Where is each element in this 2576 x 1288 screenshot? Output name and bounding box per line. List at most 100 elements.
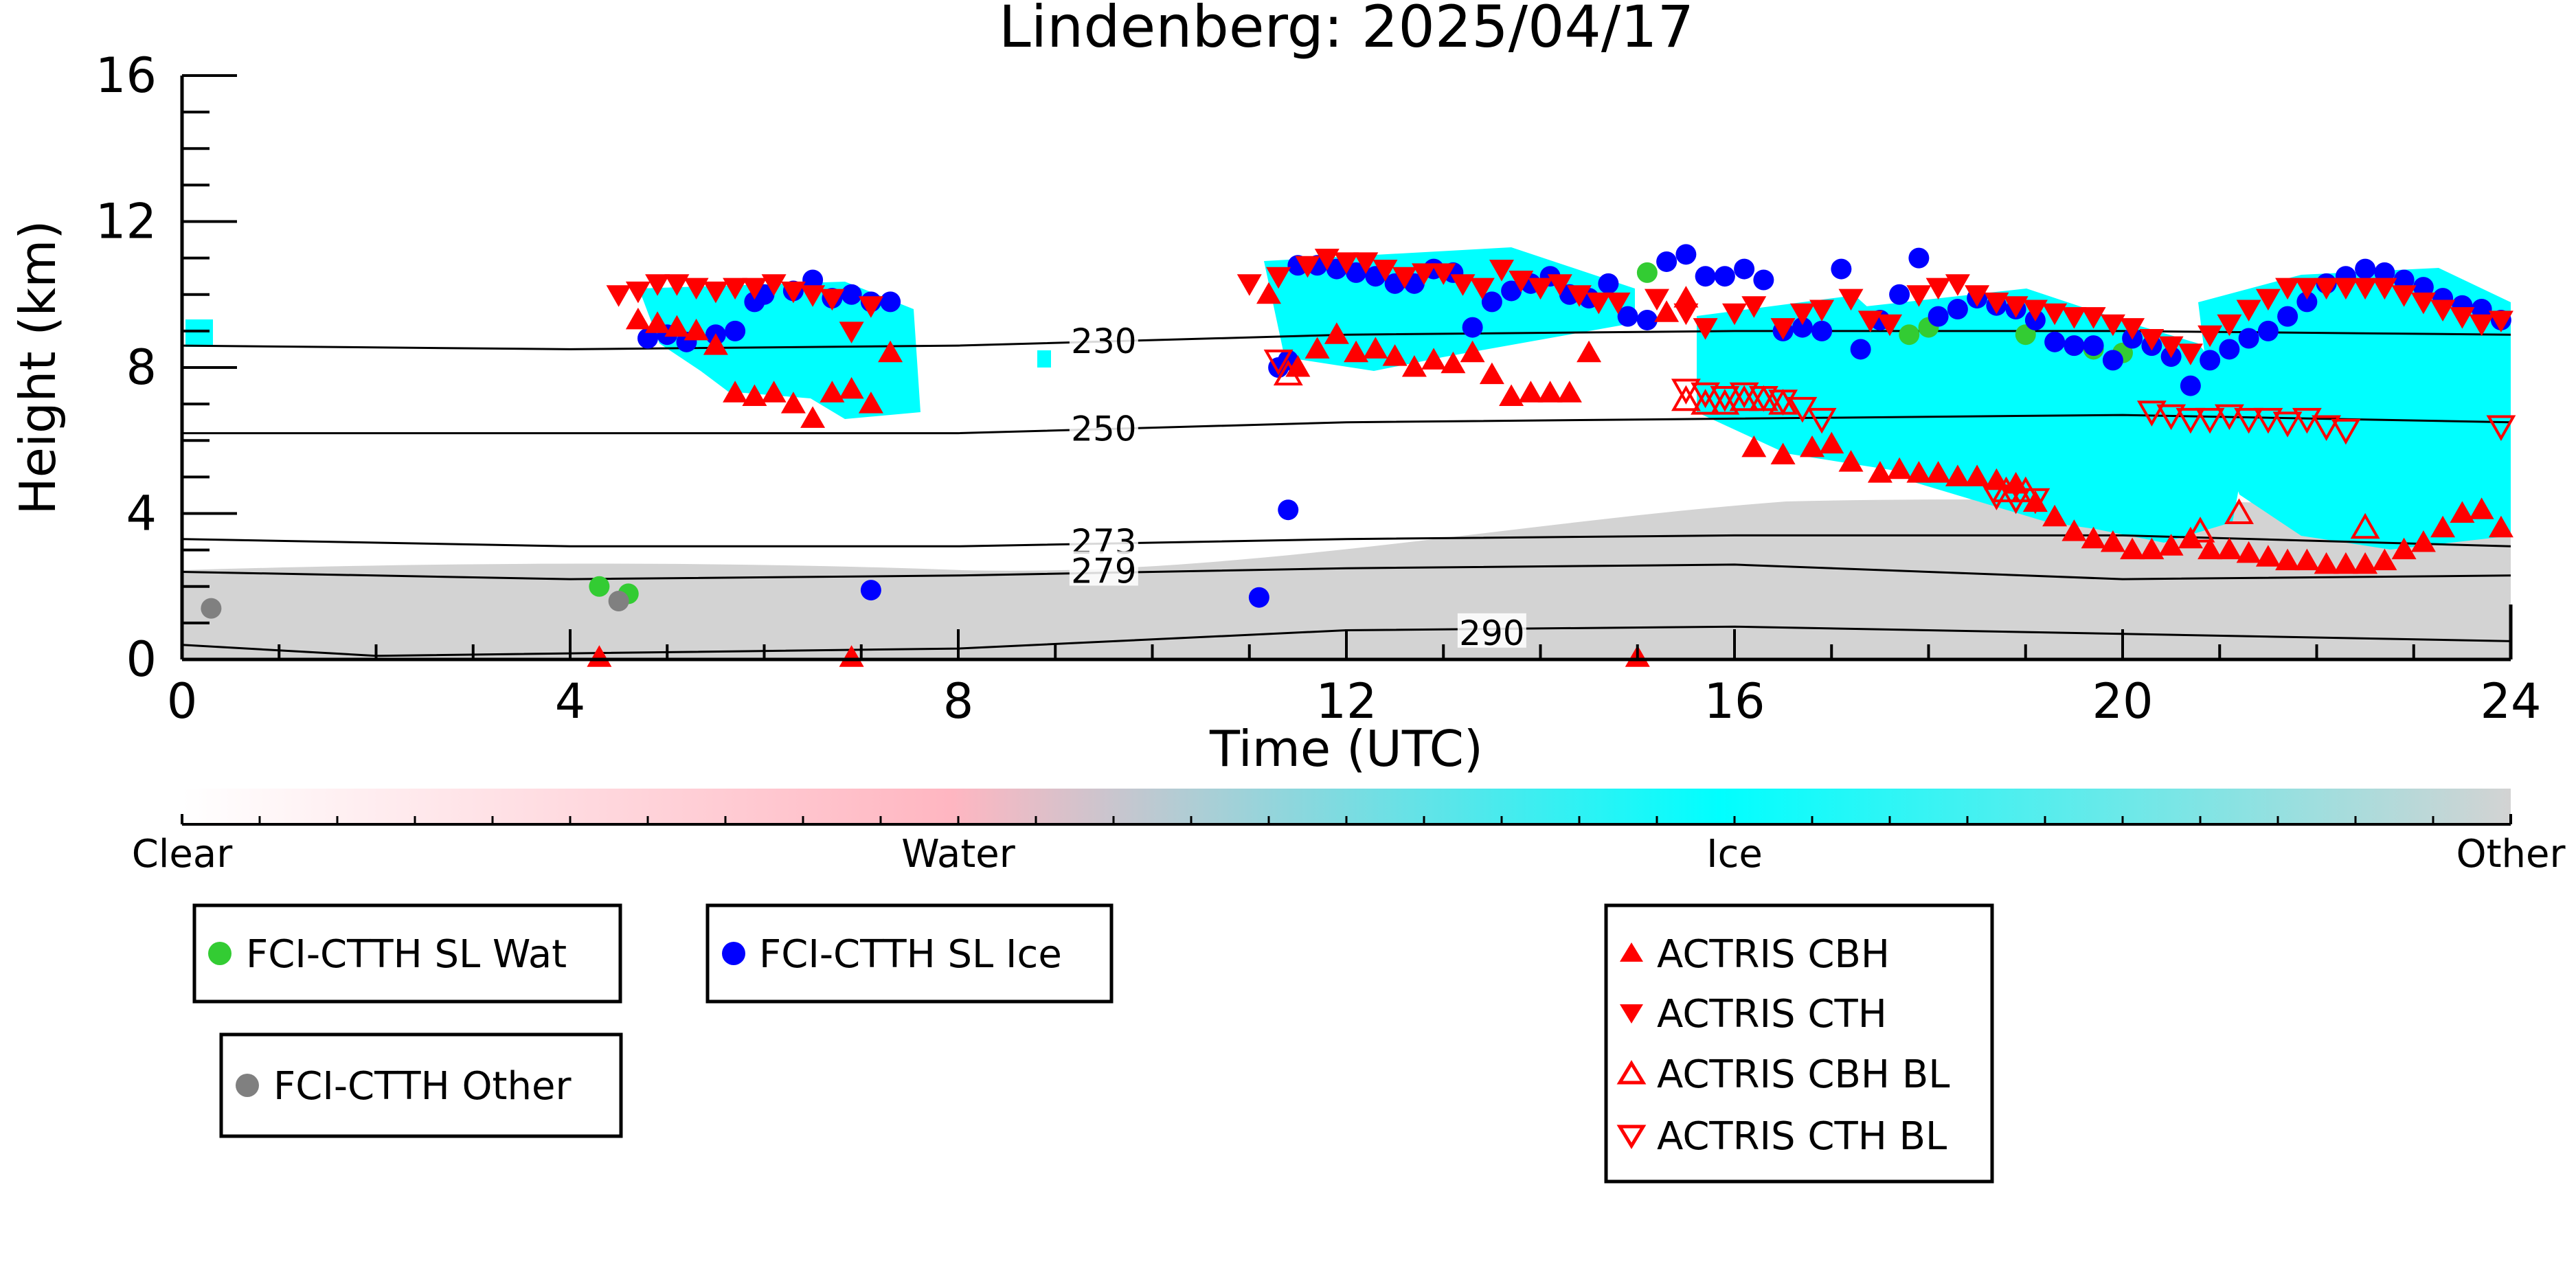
point-actris-cth (2275, 278, 2301, 300)
classification-colorbar: Clear Water Ice Other (132, 789, 2566, 877)
point-actris-cbh (703, 333, 728, 355)
point-fci-ctth-sl-ice (1850, 339, 1871, 360)
point-fci-ctth-sl-ice (1346, 262, 1367, 283)
classification-background (182, 247, 2511, 659)
y-tick-label: 12 (95, 194, 157, 250)
legend-fci-ice: FCI-CTTH SL Ice (705, 903, 1114, 1004)
colorbar-label-ice: Ice (1706, 832, 1763, 877)
point-actris-cth (2022, 300, 2048, 321)
point-actris-cth-bl (1768, 389, 1798, 416)
point-actris-cth (2353, 278, 2378, 300)
point-actris-cth-bl (2253, 407, 2283, 434)
point-actris-cbh (2469, 497, 2494, 519)
point-fci-ctth-sl-ice (2296, 291, 2318, 313)
point-fci-ctth-sl-ice (2180, 375, 2201, 396)
point-actris-cth (2217, 314, 2242, 337)
point-fci-ctth-sl-ice (880, 291, 901, 313)
point-actris-cbh (1304, 337, 1330, 359)
point-fci-ctth-sl-ice (1481, 291, 1502, 313)
point-fci-ctth-other (608, 591, 629, 611)
y-tick-label: 8 (126, 339, 157, 396)
point-fci-ctth-sl-ice (2083, 335, 2104, 357)
point-actris-cth (1489, 260, 1514, 282)
isotherm-250 (182, 414, 2511, 435)
point-actris-cth (2450, 307, 2475, 329)
point-actris-cth-bl (1807, 407, 1837, 434)
point-fci-ctth-sl-wat (2015, 324, 2036, 346)
point-actris-cbh (2391, 537, 2417, 560)
point-actris-cbh (645, 311, 670, 333)
x-tick-label: 16 (1704, 673, 1765, 730)
point-fci-ctth-other (201, 598, 222, 619)
isotherm-label: 279 (1071, 552, 1136, 591)
point-actris-cbh (1344, 340, 1369, 363)
point-actris-cth (820, 289, 845, 311)
point-actris-cbh (1537, 381, 1563, 403)
point-actris-cbh (2294, 548, 2320, 571)
point-actris-cth (2314, 278, 2339, 300)
point-actris-cth (2294, 278, 2320, 300)
point-actris-cbh (2430, 515, 2456, 538)
isotherm-label: 250 (1071, 409, 1136, 449)
point-actris-cth-bl (1981, 484, 2011, 510)
point-actris-cbh (1324, 322, 1349, 344)
point-actris-cth (1547, 274, 1572, 296)
point-actris-cbh (1741, 435, 1767, 457)
point-actris-cbh (1673, 286, 1699, 308)
point-actris-cth-bl (1729, 382, 1759, 409)
point-actris-cbh-bl (1273, 359, 1303, 386)
legend-label: FCI-CTTH SL Wat (246, 932, 567, 977)
isotherm-label: 290 (1459, 613, 1524, 653)
point-actris-cbh (820, 381, 845, 403)
x-tick-label: 8 (943, 673, 974, 730)
point-actris-cbh (1887, 457, 1912, 479)
point-actris-cth (625, 281, 651, 304)
chart-title: Lindenberg: 2025/04/17 (999, 0, 1694, 60)
point-actris-cbh (683, 318, 709, 341)
point-fci-ctth-sl-ice (2044, 331, 2066, 352)
point-fci-ctth-sl-ice (2355, 258, 2376, 280)
point-actris-cbh (1838, 450, 1864, 472)
point-actris-cth (664, 274, 690, 296)
point-actris-cth (1586, 292, 1612, 315)
point-actris-cbh (2488, 515, 2513, 538)
point-actris-cth (1509, 271, 1534, 293)
legend-label: FCI-CTTH Other (273, 1064, 572, 1109)
point-fci-ctth-sl-ice (1462, 317, 1483, 338)
legend-actris: ACTRIS CBH ACTRIS CTH ACTRIS CBH BL ACTR… (1604, 903, 1994, 1184)
point-actris-cbh (1285, 355, 1311, 377)
point-fci-ctth-sl-ice (2200, 350, 2221, 371)
point-actris-cbh-bl (1671, 385, 1701, 411)
point-actris-cth (2197, 325, 2223, 348)
point-actris-cth (1314, 249, 1340, 271)
point-actris-cth (1945, 274, 1970, 296)
isotherm-label-bg (1069, 522, 1138, 556)
point-actris-cbh (858, 392, 883, 414)
x-tick-label: 20 (2092, 673, 2153, 730)
point-fci-ctth-sl-ice (1947, 299, 1968, 319)
point-actris-cbh (2081, 526, 2106, 549)
point-actris-cbh (2100, 530, 2125, 552)
point-actris-cbh-bl (1691, 389, 1721, 415)
point-actris-cbh-bl (2224, 498, 2254, 524)
point-actris-cbh (1819, 431, 1844, 454)
point-actris-cth (1789, 303, 1815, 326)
point-fci-ctth-sl-wat (1899, 324, 1920, 346)
point-actris-cth-bl (2001, 488, 2031, 515)
point-actris-cbh (1945, 464, 1970, 486)
point-actris-cbh (780, 392, 806, 414)
data-markers (201, 244, 2516, 667)
isotherm-label-bg (1457, 613, 1526, 648)
point-fci-ctth-sl-ice (725, 320, 746, 341)
point-fci-ctth-sl-ice (1908, 247, 1930, 269)
point-actris-cth (2469, 314, 2494, 337)
point-fci-ctth-sl-ice (1734, 258, 1755, 280)
point-actris-cth-bl (2214, 404, 2244, 431)
point-actris-cth-bl (1748, 386, 1778, 412)
point-actris-cbh (1965, 464, 1990, 486)
point-fci-ctth-sl-ice (1656, 251, 1677, 272)
point-actris-cth-bl (2234, 407, 2264, 434)
point-fci-ctth-sl-ice (2374, 262, 2395, 283)
point-fci-ctth-sl-ice (1598, 273, 1619, 294)
point-actris-cth (1528, 278, 1553, 300)
